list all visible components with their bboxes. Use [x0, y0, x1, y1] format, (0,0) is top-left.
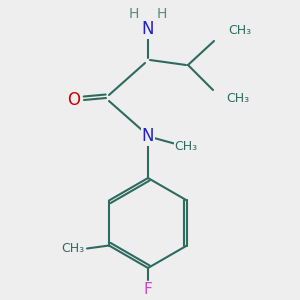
Text: H: H — [157, 7, 167, 21]
Text: N: N — [142, 20, 154, 38]
Text: CH₃: CH₃ — [174, 140, 198, 152]
Text: F: F — [144, 283, 152, 298]
Text: CH₃: CH₃ — [228, 25, 251, 38]
Text: N: N — [142, 127, 154, 145]
Text: CH₃: CH₃ — [61, 242, 85, 255]
Text: CH₃: CH₃ — [226, 92, 249, 106]
Text: O: O — [68, 91, 80, 109]
Text: H: H — [129, 7, 139, 21]
